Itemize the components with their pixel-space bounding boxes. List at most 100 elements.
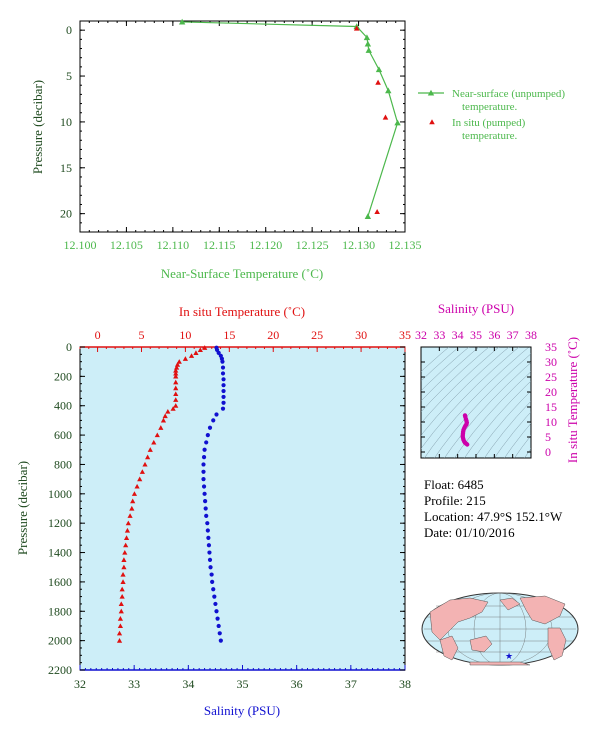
salinity-profile-point — [207, 557, 213, 562]
temperature-profile-point — [121, 564, 127, 570]
temperature-profile-point — [116, 638, 123, 643]
density-contour — [421, 347, 510, 436]
legend-label-1: Near-surface (unpumped) — [452, 88, 565, 100]
salinity-profile-point — [216, 623, 221, 629]
temperature-profile-point — [123, 542, 129, 548]
salinity-profile-point — [207, 550, 212, 555]
density-contour — [421, 347, 490, 413]
temperature-profile-point — [182, 356, 189, 361]
temperature-profile-point — [173, 373, 179, 379]
pressure-y-tick-label: 2000 — [48, 634, 72, 648]
pressure-y-tick-label: 1400 — [48, 546, 72, 560]
salinity-profile-point — [211, 587, 216, 592]
temperature-profile-point — [123, 535, 130, 540]
ts-x-tick-label: 38 — [525, 328, 537, 342]
salinity-profile-point — [201, 455, 207, 460]
salinity-profile-point — [217, 631, 222, 636]
legend-marker-red — [429, 119, 435, 125]
ts-point — [465, 442, 470, 447]
top-y-axis-label: Pressure (decibar) — [30, 80, 45, 174]
pressure-y-tick-label: 800 — [54, 457, 72, 471]
world-map: ★ — [421, 592, 579, 666]
pressure-y-tick-label: 0 — [66, 340, 72, 354]
salinity-x-tick-label: 38 — [399, 677, 411, 691]
top-x-axis-label: Near-Surface Temperature (˚C) — [161, 266, 323, 281]
top-y-tick-label: 15 — [60, 161, 72, 175]
temperature-profile-point — [154, 432, 160, 438]
legend-marker-green — [427, 89, 435, 96]
top-plot-frame — [79, 20, 406, 233]
top-y-tick-label: 5 — [66, 69, 72, 83]
near-surface-temperature-point — [365, 47, 372, 53]
salinity-profile-point — [205, 528, 210, 533]
temperature-profile-point — [202, 345, 208, 350]
temperature-profile-point — [147, 447, 153, 452]
ts-x-tick-label: 36 — [488, 328, 500, 342]
float-value: 6485 — [457, 477, 484, 492]
top-x-tick-label: 12.100 — [64, 238, 97, 252]
temperature-profile-point — [117, 623, 124, 629]
temperature-profile-point — [170, 406, 176, 411]
temperature-profile-point — [188, 353, 195, 358]
location-row: Location: 47.9°S 152.1°W — [424, 509, 562, 525]
ts-x-tick-label: 32 — [415, 328, 427, 342]
temperature-profile-point — [120, 571, 126, 577]
top-y-tick-label: 20 — [60, 207, 72, 221]
density-contour — [444, 362, 531, 458]
temperature-profile-point — [116, 630, 123, 636]
map-land — [429, 595, 567, 666]
salinity-profile-point — [221, 377, 226, 382]
temperature-profile-point — [134, 483, 140, 489]
ts-y-tick-label: 30 — [545, 355, 557, 369]
salinity-profile-point — [206, 535, 211, 540]
ts-y-tick-label: 0 — [545, 445, 551, 459]
salinity-x-tick-label: 34 — [182, 677, 194, 691]
pressure-y-tick-label: 2200 — [48, 663, 72, 677]
temperature-profile-point — [145, 454, 151, 460]
profile-label: Profile: — [424, 493, 463, 508]
top-x-tick-label: 12.110 — [157, 238, 190, 252]
float-location-star-icon: ★ — [505, 651, 513, 661]
pressure-y-tick-label: 1600 — [48, 575, 72, 589]
temperature-profile-point — [160, 417, 167, 423]
salinity-profile-point — [220, 359, 225, 364]
top-x-tick-label: 12.105 — [110, 238, 143, 252]
density-contour — [514, 435, 531, 458]
temperature-profile-point — [197, 347, 203, 353]
profile-row: Profile: 215 — [424, 493, 562, 509]
temperature-profile-point — [176, 359, 182, 364]
salinity-profile-point — [215, 616, 220, 621]
temperature-profile-point — [119, 586, 125, 592]
temperature-profile-point — [162, 413, 168, 419]
salinity-profile-point — [204, 440, 209, 445]
location-value: 47.9°S 152.1°W — [477, 509, 563, 524]
density-contour — [421, 347, 500, 424]
ts-y-tick-label: 35 — [545, 340, 557, 354]
salinity-profile-point — [205, 432, 210, 438]
salinity-profile-point — [201, 469, 206, 474]
ts-x-axis-label: Salinity (PSU) — [438, 301, 514, 316]
date-value: 01/10/2016 — [455, 525, 515, 540]
temperature-profile-point — [130, 498, 136, 504]
ts-y-tick-label: 10 — [545, 415, 557, 429]
density-contour — [454, 371, 531, 458]
near-surface-temperature-point — [375, 66, 383, 73]
temperature-profile-point — [165, 409, 171, 414]
salinity-x-axis-label: Salinity (PSU) — [204, 703, 280, 718]
in-situ-temperature-point — [374, 209, 380, 215]
temperature-profile-point — [118, 601, 124, 607]
pressure-y-tick-label: 1000 — [48, 487, 72, 501]
salinity-profile-point — [221, 388, 226, 394]
temperature-profile-point — [122, 549, 128, 555]
top-y-tick-label: 10 — [60, 115, 72, 129]
profile-chart: 32 33 34 35 36 37 38 0 5 10 15 20 25 30 35 0 200 400 600 80… — [15, 304, 411, 718]
near-surface-temperature-point — [364, 213, 372, 219]
legend-label-2: In situ (pumped) — [452, 117, 526, 129]
temperature-profile-point — [174, 362, 181, 367]
temperature-profile-point — [173, 403, 179, 408]
temperature-profile-point — [174, 364, 180, 370]
temperature-profile-point — [158, 425, 164, 430]
temperature-x-tick-label: 25 — [311, 328, 323, 342]
